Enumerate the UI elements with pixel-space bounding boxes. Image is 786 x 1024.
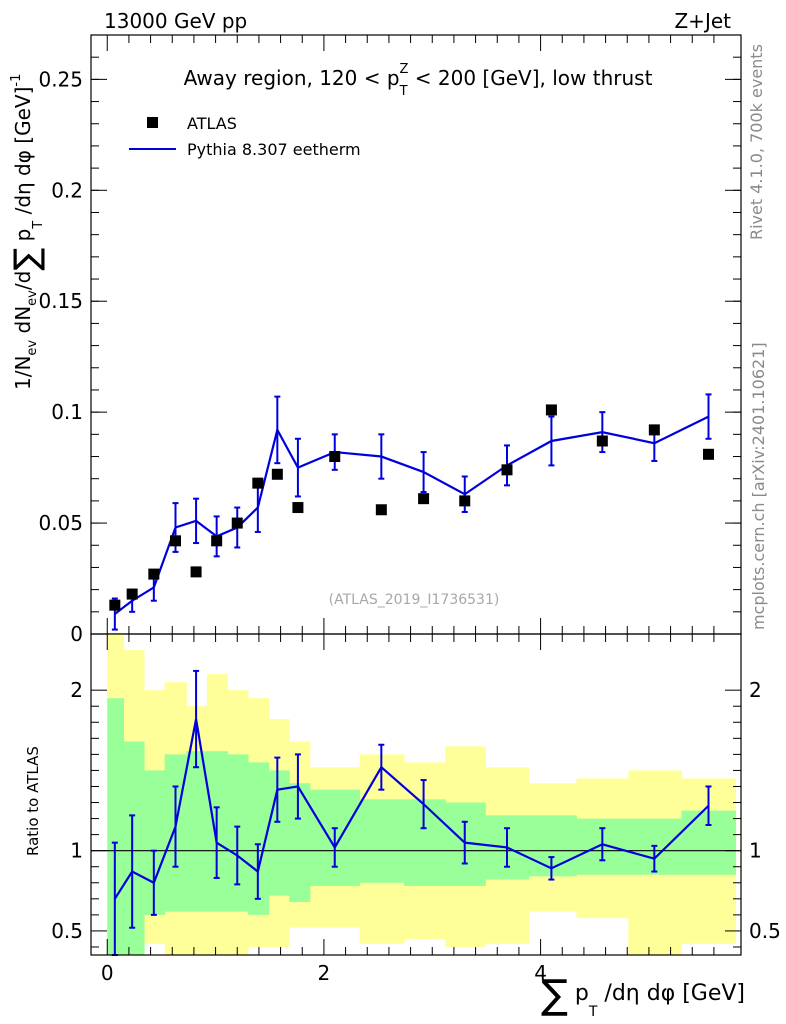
atlas-data-point [459,495,471,507]
top-mc-line [114,415,709,615]
ratio-ylabel: Ratio to ATLAS [24,746,42,856]
header-left: 13000 GeV pp [104,9,247,33]
atlas-data-point [271,468,283,480]
atlas-data-point [109,599,121,611]
mcplots-label: mcplots.cern.ch [arXiv:2401.10621] [749,342,768,630]
ratio-band-green [144,770,166,915]
legend-atlas-marker [147,117,158,128]
atlas-data-point [126,588,138,600]
atlas-data-point [596,435,608,447]
ratio-mc-line [113,718,710,900]
atlas-data-point [292,502,304,514]
ratio-band-green [404,799,446,886]
xtick-label: 0 [101,961,114,985]
top-ytick-label: 0 [70,622,83,646]
atlas-data-point [231,517,243,529]
atlas-data-point [211,535,223,547]
ratio-band-green [359,799,405,883]
top-ytick-label: 0.25 [38,67,83,91]
top-data-markers [109,404,714,611]
rivet-label: Rivet 4.1.0, 700k events [747,44,766,240]
header-right: Z+Jet [674,9,731,33]
ratio-band-green [123,741,145,955]
ratio-ytick-label-right: 1 [749,839,762,863]
atlas-data-point [170,535,181,547]
ratio-panel-frame [90,633,742,956]
top-ytick-label: 0.05 [38,511,83,535]
ratio-ytick-label-right: 0.5 [749,919,781,943]
atlas-data-point [190,566,202,578]
atlas-data-point [703,448,714,460]
xlabel: ∑ pT /dη dφ [GeV] [541,972,745,1020]
ratio-band-green [528,815,577,877]
ratio-line [113,718,710,900]
plot-title: Away region, 120 < pTZ < 200 [GeV], low … [184,62,653,99]
legend-pythia-label: Pythia 8.307 eetherm [187,140,361,159]
ratio-ytick-label: 1 [70,839,83,863]
ratio-ytick-label: 2 [70,678,83,702]
atlas-data-point [148,568,160,580]
atlas-data-point [252,477,264,489]
ratio-ytick-label: 0.5 [51,919,83,943]
ratio-band-green [248,762,270,915]
pythia-line [114,415,709,615]
top-ytick-label: 0.2 [51,178,83,202]
atlas-data-point [545,404,557,416]
bottom-frame: 0.5 0.5 1 1 2 2 0 2 4 [51,633,781,985]
ratio-bands [107,634,737,955]
atlas-data-point [501,464,513,476]
analysis-watermark: (ATLAS_2019_I1736531) [329,592,500,608]
legend-atlas-label: ATLAS [187,114,237,133]
xtick-label: 4 [534,961,547,985]
ratio-band-green [289,783,311,903]
top-axes: 0 0.05 0.1 0.15 0.2 0.25 [38,35,741,646]
ratio-ytick-label-right: 2 [749,678,762,702]
atlas-data-point [418,493,430,505]
top-ytick-label: 0.15 [38,289,83,313]
top-ytick-label: 0.1 [51,400,83,424]
top-ylabel: 1/Nev dNev/d∑ pT /dη dφ [GeV]-1 [7,74,47,390]
ratio-band-green [186,751,208,912]
atlas-data-point [375,504,387,516]
atlas-data-point [329,451,341,463]
xtick-label: 2 [318,961,331,985]
atlas-data-point [648,424,660,436]
